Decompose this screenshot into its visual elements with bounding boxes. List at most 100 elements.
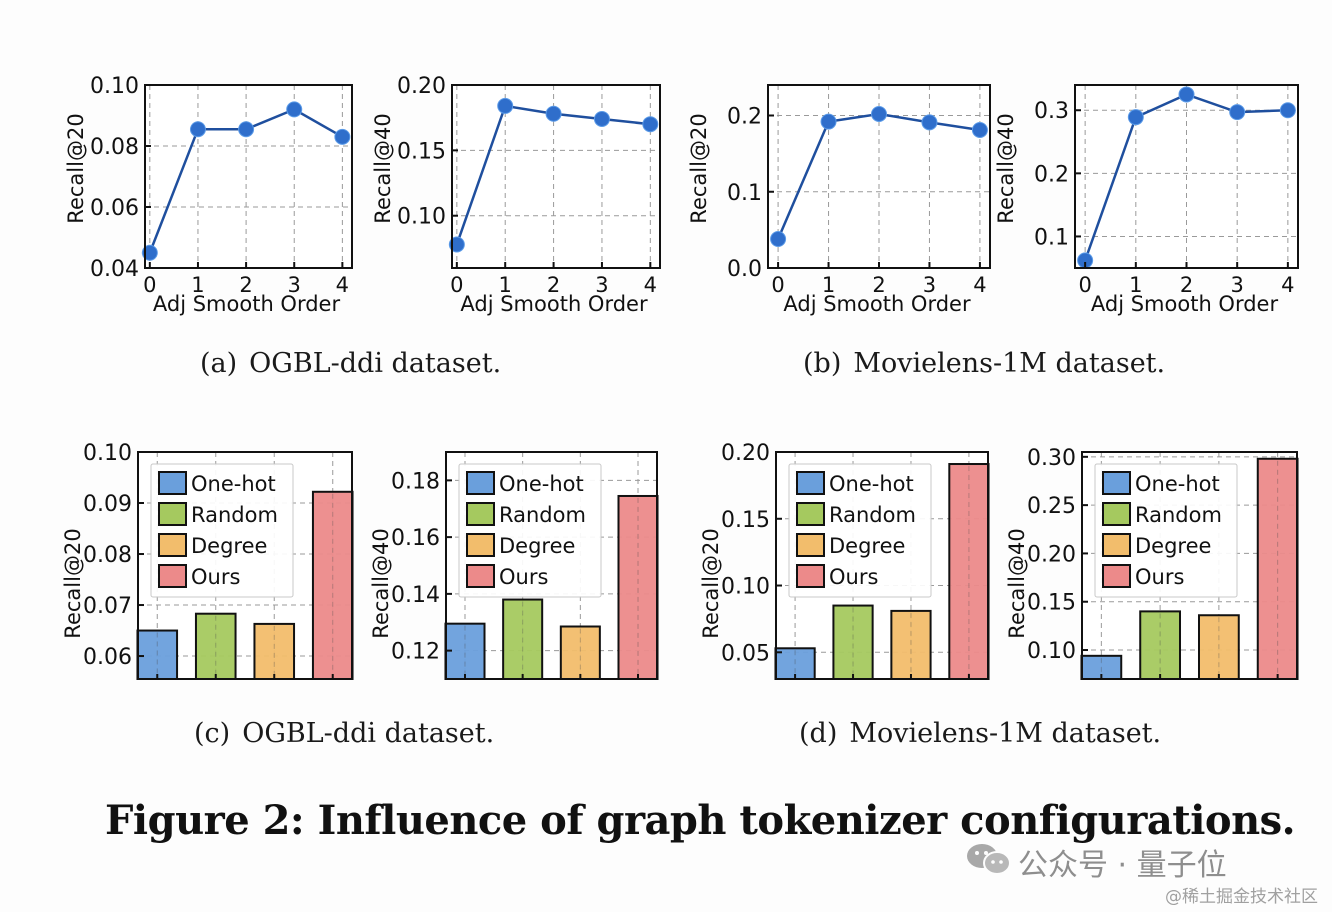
caption-d: (d) Movielens-1M dataset. — [799, 718, 1161, 749]
data-point — [334, 128, 351, 145]
axes-frame — [451, 84, 661, 269]
bar-ours — [617, 494, 659, 681]
y-tick-label: 0.09 — [83, 492, 132, 517]
legend-swatch — [466, 502, 495, 526]
legend-item-random: Random — [796, 502, 916, 527]
watermark-channel: 公众号 · 量子位 — [1018, 848, 1227, 883]
x-tick-label: 3 — [1230, 273, 1243, 297]
caption-b-text: Movielens-1M dataset. — [853, 348, 1166, 379]
caption-c-text: OGBL-ddi dataset. — [242, 718, 495, 749]
legend-item-degree: Degree — [158, 533, 267, 558]
legend-item-random: Random — [1102, 502, 1222, 527]
y-tick-label: 0.18 — [391, 469, 440, 494]
x-tick-label: 3 — [923, 273, 936, 297]
legend-item-degree: Degree — [796, 533, 905, 558]
data-point — [238, 121, 255, 138]
legend-label: One-hot — [829, 472, 914, 496]
y-tick-label: 0.15 — [397, 139, 446, 164]
legend-item-one-hot: One-hot — [158, 471, 276, 496]
y-tick-label: 0.10 — [90, 74, 139, 99]
y-tick-label: 0.20 — [397, 74, 446, 99]
bar-degree — [559, 625, 601, 680]
data-point — [642, 116, 659, 133]
data-point — [1279, 102, 1296, 119]
bar-ours — [948, 463, 990, 680]
legend-label: Degree — [191, 534, 267, 558]
y-tick-label: 0.06 — [83, 645, 132, 670]
caption-d-text: Movielens-1M dataset. — [849, 718, 1162, 749]
legend: One-hot Random Degree Ours — [788, 463, 932, 598]
legend-swatch — [466, 564, 495, 588]
caption-b-label: (b) — [803, 348, 842, 379]
bar-degree — [253, 622, 296, 680]
legend-swatch — [158, 533, 187, 557]
legend: One-hot Random Degree Ours — [1094, 463, 1238, 598]
x-axis-label: Adj Smooth Order — [153, 292, 341, 316]
y-tick-label: 0.08 — [83, 543, 132, 568]
x-tick-label: 0 — [771, 273, 784, 297]
y-axis-label: Recall@40 — [369, 528, 393, 638]
axes-frame — [137, 451, 353, 680]
y-axis-label: Recall@40 — [371, 113, 395, 223]
y-axis-label: Recall@40 — [994, 113, 1018, 223]
legend-swatch — [796, 533, 825, 557]
legend-label: Random — [499, 503, 586, 527]
bar-random — [832, 604, 874, 681]
y-tick-label: 0.08 — [90, 135, 139, 160]
legend-item-ours: Ours — [158, 564, 240, 589]
x-tick-label: 4 — [644, 273, 657, 297]
legend-item-degree: Degree — [466, 533, 575, 558]
legend-item-ours: Ours — [796, 564, 878, 589]
legend-box — [458, 463, 602, 598]
legend-swatch — [466, 533, 495, 557]
x-tick-label: 4 — [336, 273, 349, 297]
legend-label: Ours — [499, 565, 548, 589]
x-tick-label: 1 — [191, 273, 204, 297]
chart-d2: 0.10 0.15 0.20 0.25 0.30 Recall@40 One-hot Rand… — [1005, 446, 1299, 681]
y-tick-label: 0.14 — [391, 583, 440, 608]
legend-item-degree: Degree — [1102, 533, 1211, 558]
legend-item-random: Random — [466, 502, 586, 527]
legend-swatch — [466, 471, 495, 495]
legend-box — [150, 463, 294, 598]
legend-label: Ours — [829, 565, 878, 589]
data-point — [189, 121, 206, 138]
legend-swatch — [1102, 533, 1131, 557]
y-tick-label: 0.1 — [727, 181, 762, 206]
bar-random — [502, 598, 544, 680]
legend-box — [1094, 463, 1238, 598]
legend-box — [788, 463, 932, 598]
legend: One-hot Random Degree Ours — [458, 463, 602, 598]
y-tick-label: 0.1 — [1034, 225, 1069, 250]
data-point — [1229, 104, 1246, 121]
chart-c1: 0.06 0.07 0.08 0.09 0.10 Recall@20 One-hot Rand… — [61, 441, 354, 681]
legend-label: Random — [1135, 503, 1222, 527]
legend-label: One-hot — [191, 472, 276, 496]
data-point — [593, 110, 610, 127]
legend-swatch — [158, 502, 187, 526]
axes-frame — [1081, 451, 1298, 680]
legend-item-random: Random — [158, 502, 278, 527]
data-point — [545, 105, 562, 122]
y-axis-label: Recall@20 — [687, 113, 711, 223]
x-tick-label: 4 — [973, 273, 986, 297]
chart-c2: 0.12 0.14 0.16 0.18 Recall@40 One-hot Random De… — [369, 451, 659, 681]
axes-frame — [445, 451, 658, 680]
watermark-credit: @稀土掘金技术社区 — [1165, 887, 1318, 907]
data-point — [871, 105, 887, 122]
legend-swatch — [796, 471, 825, 495]
legend-swatch — [1102, 564, 1131, 588]
x-axis-label: Adj Smooth Order — [783, 292, 971, 316]
y-tick-label: 0.04 — [90, 257, 139, 282]
data-point — [448, 236, 465, 253]
x-axis-label: Adj Smooth Order — [460, 292, 648, 316]
legend-label: Ours — [1135, 565, 1184, 589]
y-tick-label: 0.10 — [83, 441, 132, 466]
x-tick-label: 2 — [239, 273, 252, 297]
legend-swatch — [1102, 471, 1131, 495]
legend-label: One-hot — [499, 472, 584, 496]
x-tick-label: 1 — [822, 273, 835, 297]
